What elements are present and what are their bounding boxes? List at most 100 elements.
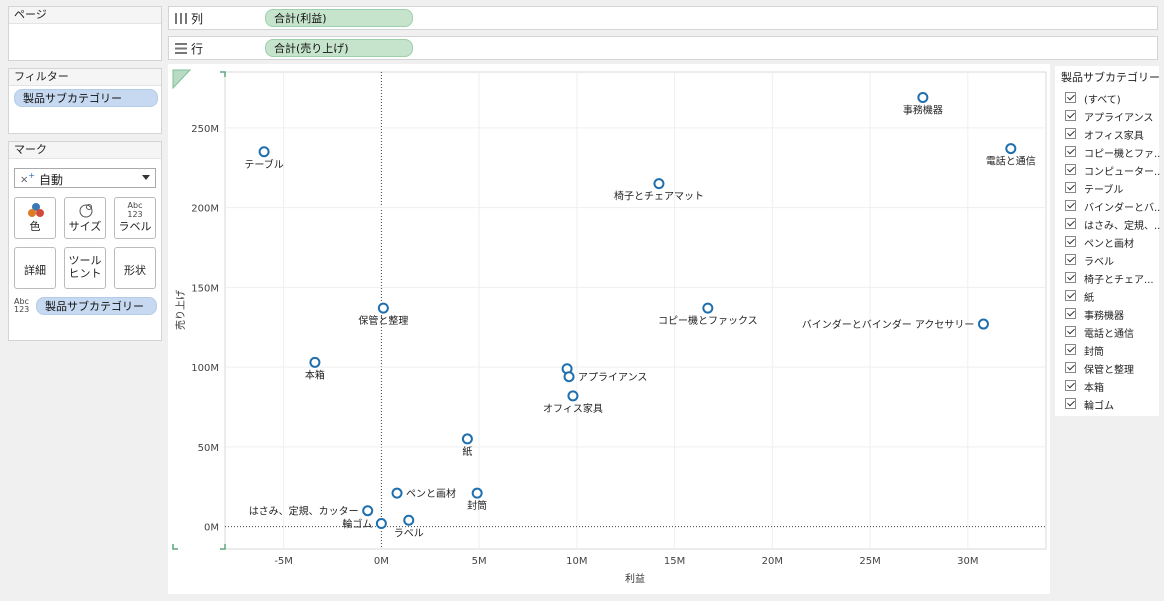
legend-item[interactable]: 紙 bbox=[1065, 288, 1161, 306]
point-label: 輪ゴム bbox=[342, 517, 372, 530]
scatter-point[interactable] bbox=[309, 356, 321, 368]
size-icon bbox=[79, 204, 93, 218]
legend-item[interactable]: ラベル bbox=[1065, 252, 1161, 270]
legend-item[interactable]: 封筒 bbox=[1065, 342, 1161, 360]
label-icon: Abc 123 bbox=[127, 201, 143, 219]
legend-checkbox[interactable] bbox=[1065, 398, 1076, 409]
legend-checkbox[interactable] bbox=[1065, 110, 1076, 121]
legend-item[interactable]: 事務機器 bbox=[1065, 306, 1161, 324]
color-button[interactable]: 色 bbox=[14, 197, 56, 239]
legend-item[interactable]: バインダーとバ... bbox=[1065, 198, 1161, 216]
legend-checkbox[interactable] bbox=[1065, 218, 1076, 229]
legend-item-label: 封筒 bbox=[1084, 347, 1104, 358]
point-label: 事務機器 bbox=[903, 104, 943, 117]
legend-item-label: ペンと画材 bbox=[1084, 239, 1134, 250]
legend-item[interactable]: 保管と整理 bbox=[1065, 360, 1161, 378]
scatter-point[interactable] bbox=[567, 390, 579, 402]
x-tick-label: 5M bbox=[472, 556, 487, 567]
legend-checkbox[interactable] bbox=[1065, 308, 1076, 319]
label-button[interactable]: Abc 123 ラベル bbox=[114, 197, 156, 239]
scatter-point[interactable] bbox=[375, 517, 387, 529]
columns-shelf-label: 列 bbox=[175, 10, 203, 27]
mark-type-dropdown[interactable]: ×+ 自動 bbox=[14, 168, 156, 188]
columns-shelf[interactable]: 列 合計(利益) bbox=[168, 6, 1158, 30]
legend-checkbox[interactable] bbox=[1065, 254, 1076, 265]
point-label: ラベル bbox=[394, 527, 424, 539]
tooltip-button-label: ツール ヒント bbox=[68, 254, 102, 280]
rows-pill-sales-sum[interactable]: 合計(売り上げ) bbox=[265, 39, 413, 57]
legend-checkbox[interactable] bbox=[1065, 272, 1076, 283]
y-tick-label: 0M bbox=[204, 523, 219, 534]
legend-checkbox[interactable] bbox=[1065, 344, 1076, 355]
legend-checkbox[interactable] bbox=[1065, 164, 1076, 175]
legend-checkbox[interactable] bbox=[1065, 128, 1076, 139]
scatter-point[interactable] bbox=[403, 514, 415, 526]
legend-checkbox[interactable] bbox=[1065, 290, 1076, 301]
legend-item[interactable]: オフィス家具 bbox=[1065, 126, 1161, 144]
legend-item[interactable]: 輪ゴム bbox=[1065, 396, 1161, 414]
point-label: 封筒 bbox=[467, 499, 487, 512]
scatter-point[interactable] bbox=[362, 505, 374, 517]
scatter-point[interactable] bbox=[377, 302, 389, 314]
marks-title: マーク bbox=[9, 142, 161, 159]
columns-pill-profit-sum[interactable]: 合計(利益) bbox=[265, 9, 413, 27]
detail-button[interactable]: 詳細 bbox=[14, 247, 56, 289]
point-label: テーブル bbox=[244, 158, 283, 171]
scatter-point[interactable] bbox=[653, 178, 665, 190]
x-tick-label: 30M bbox=[957, 556, 978, 567]
mark-label-pill[interactable]: 製品サブカテゴリー bbox=[36, 297, 157, 315]
scatter-point[interactable] bbox=[917, 92, 929, 104]
legend-checkbox[interactable] bbox=[1065, 146, 1076, 157]
tooltip-button[interactable]: ツール ヒント bbox=[64, 247, 106, 289]
legend-item[interactable]: ペンと画材 bbox=[1065, 234, 1161, 252]
size-button[interactable]: サイズ bbox=[64, 197, 106, 239]
legend-item[interactable]: はさみ、定規、... bbox=[1065, 216, 1161, 234]
legend-item-label: 事務機器 bbox=[1084, 311, 1124, 322]
point-label: はさみ、定規、カッター bbox=[249, 505, 359, 518]
y-axis-title: 売り上げ bbox=[174, 290, 187, 330]
scatter-point[interactable] bbox=[702, 302, 714, 314]
legend-item[interactable]: 椅子とチェア... bbox=[1065, 270, 1161, 288]
scatter-point[interactable] bbox=[391, 487, 403, 499]
point-label: アプライアンス bbox=[578, 372, 647, 384]
y-tick-label: 100M bbox=[191, 363, 219, 374]
legend-title: 製品サブカテゴリー bbox=[1061, 71, 1160, 84]
legend-item[interactable]: テーブル bbox=[1065, 180, 1161, 198]
legend-checkbox[interactable] bbox=[1065, 326, 1076, 337]
shape-button[interactable]: 形状 bbox=[114, 247, 156, 289]
point-label: 本箱 bbox=[305, 368, 325, 381]
rows-shelf[interactable]: 行 合計(売り上げ) bbox=[168, 36, 1158, 60]
color-button-label: 色 bbox=[29, 220, 41, 233]
legend-item[interactable]: 本箱 bbox=[1065, 378, 1161, 396]
y-tick-label: 200M bbox=[191, 204, 219, 215]
point-label: オフィス家具 bbox=[543, 402, 603, 415]
legend-item[interactable]: (すべて) bbox=[1065, 90, 1161, 108]
pages-title: ページ bbox=[9, 7, 161, 24]
scatter-point[interactable] bbox=[471, 487, 483, 499]
legend-checkbox[interactable] bbox=[1065, 380, 1076, 391]
legend-checkbox[interactable] bbox=[1065, 236, 1076, 247]
color-icon bbox=[28, 203, 44, 217]
scatter-chart[interactable]: -5M 0M 5M 10M 15M 20M 25M 30M 0M 50M 100M 150M 200M 2… bbox=[168, 64, 1050, 594]
point-label: 紙 bbox=[462, 445, 472, 458]
scatter-point[interactable] bbox=[258, 146, 270, 158]
filter-pill-product-subcategory[interactable]: 製品サブカテゴリー bbox=[14, 89, 158, 107]
scatter-point[interactable] bbox=[977, 318, 989, 330]
legend-item[interactable]: アプライアンス bbox=[1065, 108, 1161, 126]
scatter-point[interactable] bbox=[1005, 143, 1017, 155]
legend-checkbox[interactable] bbox=[1065, 362, 1076, 373]
legend-checkbox[interactable] bbox=[1065, 92, 1076, 103]
rows-shelf-label: 行 bbox=[175, 40, 203, 57]
y-tick-label: 150M bbox=[191, 283, 219, 294]
corner-bracket-icon bbox=[172, 544, 178, 550]
legend-checkbox[interactable] bbox=[1065, 200, 1076, 211]
legend-item[interactable]: コピー機とファ... bbox=[1065, 144, 1161, 162]
legend-checkbox[interactable] bbox=[1065, 182, 1076, 193]
point-label: 電話と通信 bbox=[986, 155, 1036, 168]
legend-item[interactable]: 電話と通信 bbox=[1065, 324, 1161, 342]
scatter-point[interactable] bbox=[563, 371, 575, 383]
filters-card: フィルター 製品サブカテゴリー bbox=[8, 68, 162, 134]
legend-card: 製品サブカテゴリー bbox=[1055, 66, 1160, 416]
scatter-point[interactable] bbox=[461, 433, 473, 445]
legend-item[interactable]: コンピューター... bbox=[1065, 162, 1161, 180]
